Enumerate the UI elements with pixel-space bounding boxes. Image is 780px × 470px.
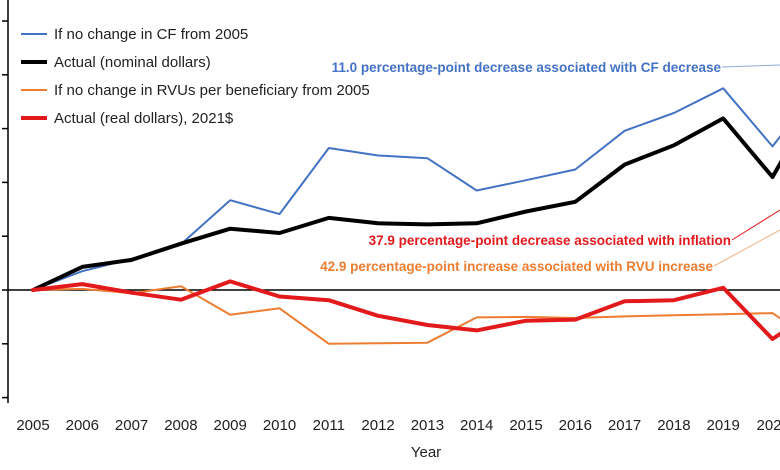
legend-label: Actual (nominal dollars)	[54, 54, 211, 71]
legend-item: Actual (real dollars), 2021$	[14, 110, 494, 127]
x-tick-label: 2006	[66, 417, 99, 434]
x-tick-label: 2015	[509, 417, 542, 434]
x-tick-label: 2016	[559, 417, 592, 434]
x-tick-label: 2008	[164, 417, 197, 434]
x-tick-label: 2009	[214, 417, 247, 434]
series-line-1	[31, 116, 780, 292]
annotation-leaders	[713, 64, 780, 267]
x-tick-label: 2005	[16, 417, 49, 434]
annotation-leader-2	[713, 229, 780, 267]
annotations: 11.0 percentage-point decrease associate…	[320, 60, 731, 274]
legend-item: Actual (nominal dollars)	[14, 54, 494, 71]
legend-item: If no change in RVUs per beneficiary fro…	[14, 82, 494, 99]
x-tick-label: 2018	[657, 417, 690, 434]
annotation-text: 11.0 percentage-point decrease associate…	[332, 60, 722, 75]
x-tick-labels: 2005 2006 2007 2008 2009 2010 2011 2012 2013 2014…	[16, 417, 780, 434]
legend-label: If no change in CF from 2005	[54, 26, 248, 43]
legend-item-bg	[14, 112, 494, 124]
x-tick-label: 2012	[361, 417, 394, 434]
series-layer	[31, 87, 780, 345]
legend-label: Actual (real dollars), 2021$	[54, 110, 234, 127]
x-tick-label: 2011	[313, 417, 345, 434]
x-tick-label: 2014	[460, 417, 493, 434]
x-tick-label: 2007	[115, 417, 148, 434]
x-tick-label: 2019	[707, 417, 740, 434]
chart-axes	[2, 0, 780, 403]
legend-item-bg	[14, 56, 494, 68]
legend: If no change in CF from 2005 Actual (nomi…	[14, 26, 494, 127]
series-line-3	[31, 279, 780, 341]
annotation-leader-1	[731, 209, 780, 241]
x-tick-label: 2010	[263, 417, 296, 434]
annotation-text: 37.9 percentage-point decrease associate…	[369, 233, 731, 248]
annotation-leader-0	[721, 64, 780, 68]
series-line-2	[32, 285, 780, 345]
x-tick-label: 202	[757, 417, 780, 434]
legend-item-bg	[14, 84, 494, 96]
x-tick-label: 2013	[411, 417, 444, 434]
annotation-text: 42.9 percentage-point increase associate…	[320, 259, 713, 274]
x-axis-title: Year	[411, 444, 441, 461]
legend-label: If no change in RVUs per beneficiary fro…	[54, 82, 370, 99]
legend-item: If no change in CF from 2005	[14, 26, 494, 43]
legend-item-bg	[14, 28, 494, 40]
x-tick-label: 2017	[608, 417, 641, 434]
